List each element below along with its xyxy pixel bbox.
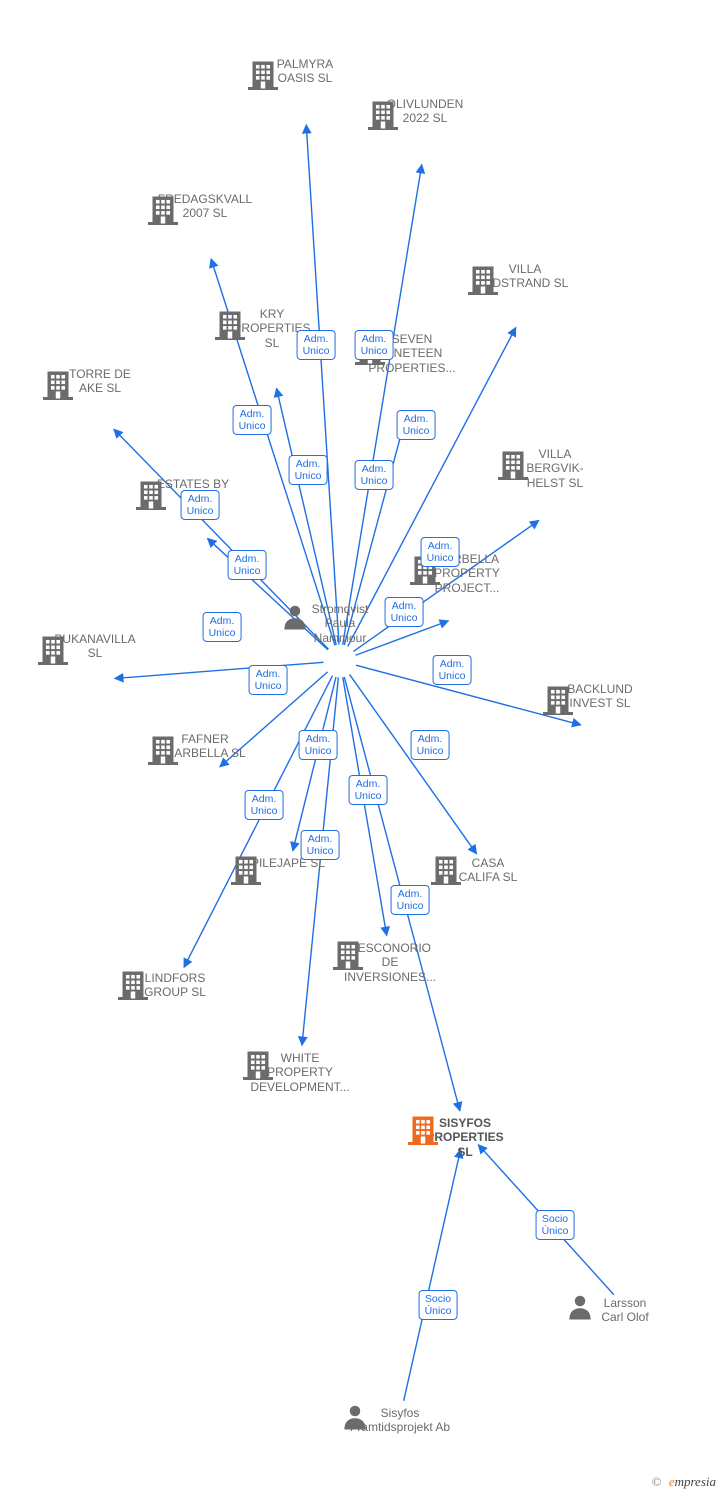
brand-rest: mpresia xyxy=(675,1474,716,1489)
node-backlund[interactable]: BACKLUND INVEST SL xyxy=(540,682,660,713)
edge-stromqvist-lindfors xyxy=(184,676,333,968)
node-palmyra[interactable]: PALMYRA OASIS SL xyxy=(245,57,365,88)
node-villa_berg[interactable]: VILLA BERGVIK- HELST SL xyxy=(495,447,615,492)
edge-label: Adm. Unico xyxy=(228,550,267,580)
edge-label: Adm. Unico xyxy=(245,790,284,820)
node-fafner[interactable]: FAFNER MARBELLA SL xyxy=(145,732,265,763)
edge-sisyfosab-sisyfos xyxy=(404,1149,461,1401)
edge-label: Adm. Unico xyxy=(433,655,472,685)
edge-label: Adm. Unico xyxy=(349,775,388,805)
edge-label: Adm. Unico xyxy=(299,730,338,760)
edge-label: Socio Único xyxy=(419,1290,458,1320)
node-larsson[interactable]: Larsson Carl Olof xyxy=(565,1292,685,1325)
edge-label: Adm. Unico xyxy=(301,830,340,860)
node-villa_tid[interactable]: VILLA TIDSTRAND SL xyxy=(465,262,585,293)
edge-stromqvist-palmyra xyxy=(306,125,339,645)
node-stromqvist[interactable]: Stromqvist Paula Nammour xyxy=(280,602,400,647)
copyright-symbol: © xyxy=(652,1474,662,1489)
edge-stromqvist-pukanavilla xyxy=(115,662,324,678)
edge-label: Adm. Unico xyxy=(249,665,288,695)
edge-label: Adm. Unico xyxy=(289,455,328,485)
node-sisyfos[interactable]: SISYFOS PROPERTIES SL xyxy=(405,1112,525,1159)
edge-label: Adm. Unico xyxy=(385,597,424,627)
node-pukanavilla[interactable]: PUKANAVILLA SL xyxy=(35,632,155,663)
node-torre_ake[interactable]: TORRE DE AKE SL xyxy=(40,367,160,398)
node-olivlunden[interactable]: OLIVLUNDEN 2022 SL xyxy=(365,97,485,128)
edge-label: Adm. Unico xyxy=(397,410,436,440)
node-resconorio[interactable]: RESCONORIO DE INVERSIONES... xyxy=(330,937,450,984)
edge-label: Adm. Unico xyxy=(421,537,460,567)
edge-label: Adm. Unico xyxy=(297,330,336,360)
node-lindfors[interactable]: LINDFORS GROUP SL xyxy=(115,967,235,1000)
credit: © empresia xyxy=(652,1474,716,1490)
edge-label: Adm. Unico xyxy=(391,885,430,915)
edge-label: Adm. Unico xyxy=(355,460,394,490)
node-casa_califa[interactable]: CASA CALIFA SL xyxy=(428,852,548,885)
edge-label: Adm. Unico xyxy=(411,730,450,760)
node-whiteprop[interactable]: WHITE PROPERTY DEVELOPMENT... xyxy=(240,1047,360,1094)
node-fredagskvall[interactable]: FREDAGSKVALL 2007 SL xyxy=(145,192,265,223)
edge-label: Adm. Unico xyxy=(233,405,272,435)
edge-label: Adm. Unico xyxy=(355,330,394,360)
edge-stromqvist-resconorio xyxy=(343,677,387,935)
edge-label: Socio Único xyxy=(536,1210,575,1240)
edge-label: Adm. Unico xyxy=(181,490,220,520)
edge-label: Adm. Unico xyxy=(203,612,242,642)
edges-layer xyxy=(0,0,728,1500)
node-sisyfosab[interactable]: Sisyfos Framtidsprojekt Ab xyxy=(340,1402,460,1435)
